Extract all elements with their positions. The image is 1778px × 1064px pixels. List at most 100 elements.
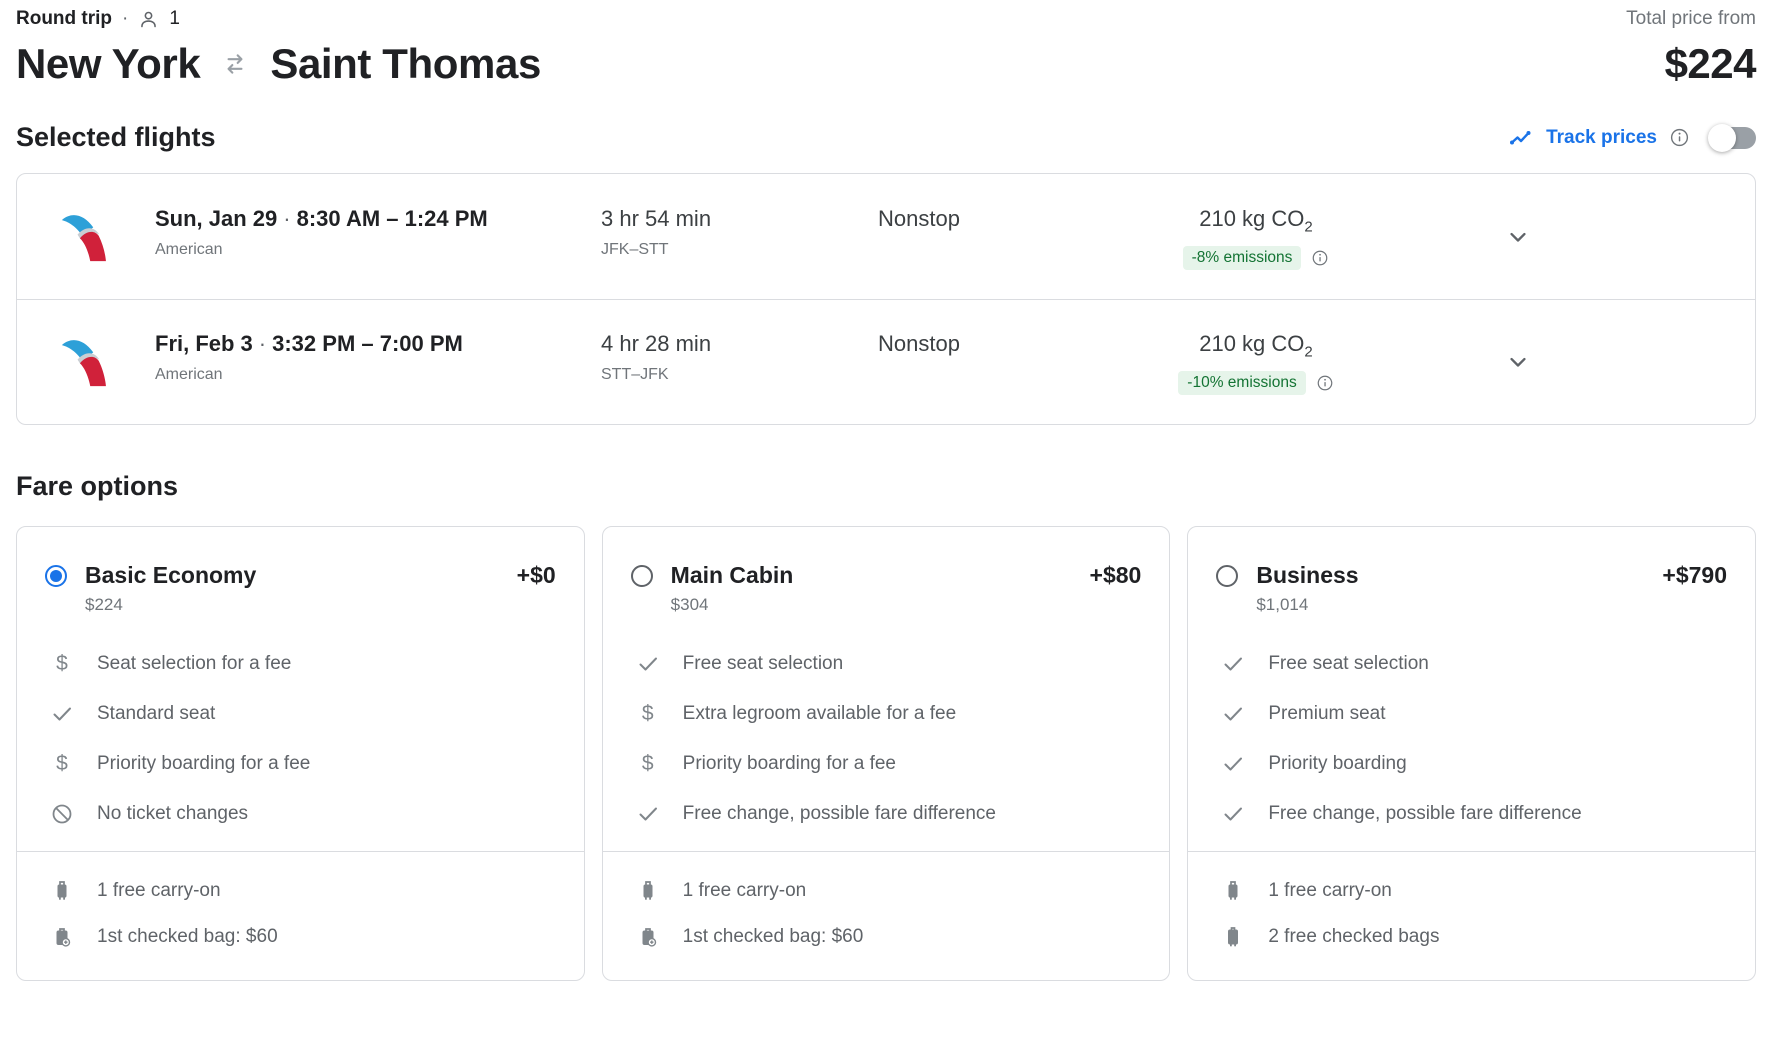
selected-flights-list: Sun, Jan 29 · 8:30 AM – 1:24 PM American 3… xyxy=(16,173,1756,425)
flight-times: 8:30 AM – 1:24 PM xyxy=(296,205,488,231)
fare-price-delta: +$0 xyxy=(516,562,556,588)
chevron-down-icon[interactable] xyxy=(1504,348,1532,376)
baggage-row: 1 free carry-on xyxy=(49,878,556,904)
check-icon xyxy=(635,802,661,826)
baggage-text: 2 free checked bags xyxy=(1268,926,1440,947)
fare-card-main-cabin[interactable]: Main Cabin $304 +$80 Free seat selection… xyxy=(601,526,1171,981)
dollar-icon: $ xyxy=(641,752,654,775)
feature-row: Free change, possible fare difference xyxy=(1220,801,1727,827)
divider xyxy=(1188,851,1755,852)
co2-amount: 210 kg CO2 xyxy=(1199,331,1313,361)
checked-bag-fee-icon xyxy=(49,925,75,949)
destination-city: Saint Thomas xyxy=(270,40,541,87)
flight-row-outbound[interactable]: Sun, Jan 29 · 8:30 AM – 1:24 PM American 3… xyxy=(17,174,1755,299)
flight-info-column: Fri, Feb 3 · 3:32 PM – 7:00 PM American xyxy=(155,330,601,394)
flight-route: JFK–STT xyxy=(601,240,669,258)
radio-selected-icon[interactable] xyxy=(45,565,67,587)
stops-label: Nonstop xyxy=(878,205,960,231)
total-price-label: Total price from xyxy=(1626,8,1756,29)
radio-unselected-icon[interactable] xyxy=(630,565,653,587)
feature-row: $ Priority boarding for a fee xyxy=(635,751,1142,777)
feature-text: Priority boarding xyxy=(1268,753,1407,774)
baggage-text: 1 free carry-on xyxy=(97,880,221,901)
dollar-icon: $ xyxy=(641,702,654,725)
track-prices-control[interactable]: Track prices xyxy=(1507,123,1756,152)
flight-datetime: Fri, Feb 3 · 3:32 PM – 7:00 PM xyxy=(155,330,601,358)
check-icon xyxy=(635,652,661,676)
flight-times: 3:32 PM – 7:00 PM xyxy=(272,331,463,356)
feature-row: Premium seat xyxy=(1220,701,1727,727)
emissions-column: 210 kg CO2 -8% emissions xyxy=(1156,205,1356,270)
check-icon xyxy=(1220,802,1246,826)
check-icon xyxy=(1220,702,1246,726)
radio-unselected-icon[interactable] xyxy=(1216,565,1239,587)
separator-dot: · xyxy=(258,331,267,356)
flight-route: STT–JFK xyxy=(601,366,669,383)
track-prices-label: Track prices xyxy=(1546,126,1657,148)
airline-name: American xyxy=(155,240,223,258)
info-icon[interactable] xyxy=(1311,249,1329,267)
feature-text: Free seat selection xyxy=(1268,653,1429,674)
baggage-row: 1 free carry-on xyxy=(635,878,1142,904)
feature-text: Extra legroom available for a fee xyxy=(682,703,957,724)
passenger-count: 1 xyxy=(169,8,180,29)
emissions-column: 210 kg CO2 -10% emissions xyxy=(1156,330,1356,396)
duration-column: 4 hr 28 min STT–JFK xyxy=(601,330,878,394)
carry-on-bag-icon xyxy=(1220,879,1246,903)
feature-row: No ticket changes xyxy=(49,801,556,827)
trip-type-label: Round trip xyxy=(16,8,113,29)
info-icon[interactable] xyxy=(1669,127,1690,148)
feature-row: Priority boarding xyxy=(1220,751,1727,777)
carry-on-bag-icon xyxy=(49,879,75,903)
feature-row: $ Extra legroom available for a fee xyxy=(635,701,1142,727)
baggage-row: 1 free carry-on xyxy=(1220,878,1727,904)
selected-flights-header: Selected flights Track prices xyxy=(16,122,1756,153)
flight-date: Fri, Feb 3 xyxy=(155,331,253,356)
chevron-down-icon[interactable] xyxy=(1504,223,1532,251)
divider xyxy=(602,851,1170,852)
check-icon xyxy=(49,702,75,726)
info-icon[interactable] xyxy=(1316,374,1334,392)
fare-price: $1,014 xyxy=(1256,595,1309,614)
feature-text: Priority boarding for a fee xyxy=(97,753,311,774)
swap-arrows-icon xyxy=(220,51,250,77)
checked-bag-icon xyxy=(1220,925,1246,949)
emissions-badge: -8% emissions xyxy=(1182,245,1302,270)
person-icon xyxy=(138,9,159,30)
feature-text: Standard seat xyxy=(97,703,216,724)
flight-duration: 4 hr 28 min xyxy=(601,331,712,356)
feature-row: Free change, possible fare difference xyxy=(635,801,1142,827)
fare-price: $304 xyxy=(670,595,709,614)
baggage-row: 1st checked bag: $60 xyxy=(49,924,556,950)
track-prices-toggle[interactable] xyxy=(1708,123,1756,152)
feature-text: Free change, possible fare difference xyxy=(682,803,996,824)
price-trend-icon xyxy=(1507,126,1534,150)
feature-text: Priority boarding for a fee xyxy=(682,753,896,774)
feature-text: Free seat selection xyxy=(682,653,844,674)
flight-row-return[interactable]: Fri, Feb 3 · 3:32 PM – 7:00 PM American 4 … xyxy=(17,299,1755,424)
baggage-row: 1st checked bag: $60 xyxy=(635,924,1142,950)
trip-meta: Round trip · 1 xyxy=(16,6,541,30)
flight-duration: 3 hr 54 min xyxy=(601,205,712,231)
feature-text: Premium seat xyxy=(1268,703,1386,724)
baggage-row: 2 free checked bags xyxy=(1220,924,1727,950)
feature-row: $ Seat selection for a fee xyxy=(49,651,556,677)
fare-price: $224 xyxy=(85,595,123,614)
route-title: New York Saint Thomas xyxy=(16,40,541,88)
feature-text: Seat selection for a fee xyxy=(97,653,292,674)
emissions-badge: -10% emissions xyxy=(1178,371,1306,396)
fare-options-grid: Basic Economy $224 +$0 $ Seat selection … xyxy=(16,526,1756,981)
fare-price-delta: +$80 xyxy=(1089,562,1142,588)
fare-card-business[interactable]: Business $1,014 +$790 Free seat selectio… xyxy=(1187,526,1756,981)
checked-bag-fee-icon xyxy=(635,925,661,949)
fare-card-basic-economy[interactable]: Basic Economy $224 +$0 $ Seat selection … xyxy=(16,526,585,981)
flight-info-column: Sun, Jan 29 · 8:30 AM – 1:24 PM American xyxy=(155,205,601,269)
feature-text: Free change, possible fare difference xyxy=(1268,803,1582,824)
stops-column: Nonstop xyxy=(878,330,1156,394)
flight-datetime: Sun, Jan 29 · 8:30 AM – 1:24 PM xyxy=(155,205,601,233)
total-price-block: Total price from $224 xyxy=(1626,6,1756,88)
feature-text: No ticket changes xyxy=(97,803,249,824)
feature-row: $ Priority boarding for a fee xyxy=(49,751,556,777)
american-airlines-logo-icon xyxy=(57,208,115,266)
baggage-text: 1st checked bag: $60 xyxy=(682,926,864,947)
